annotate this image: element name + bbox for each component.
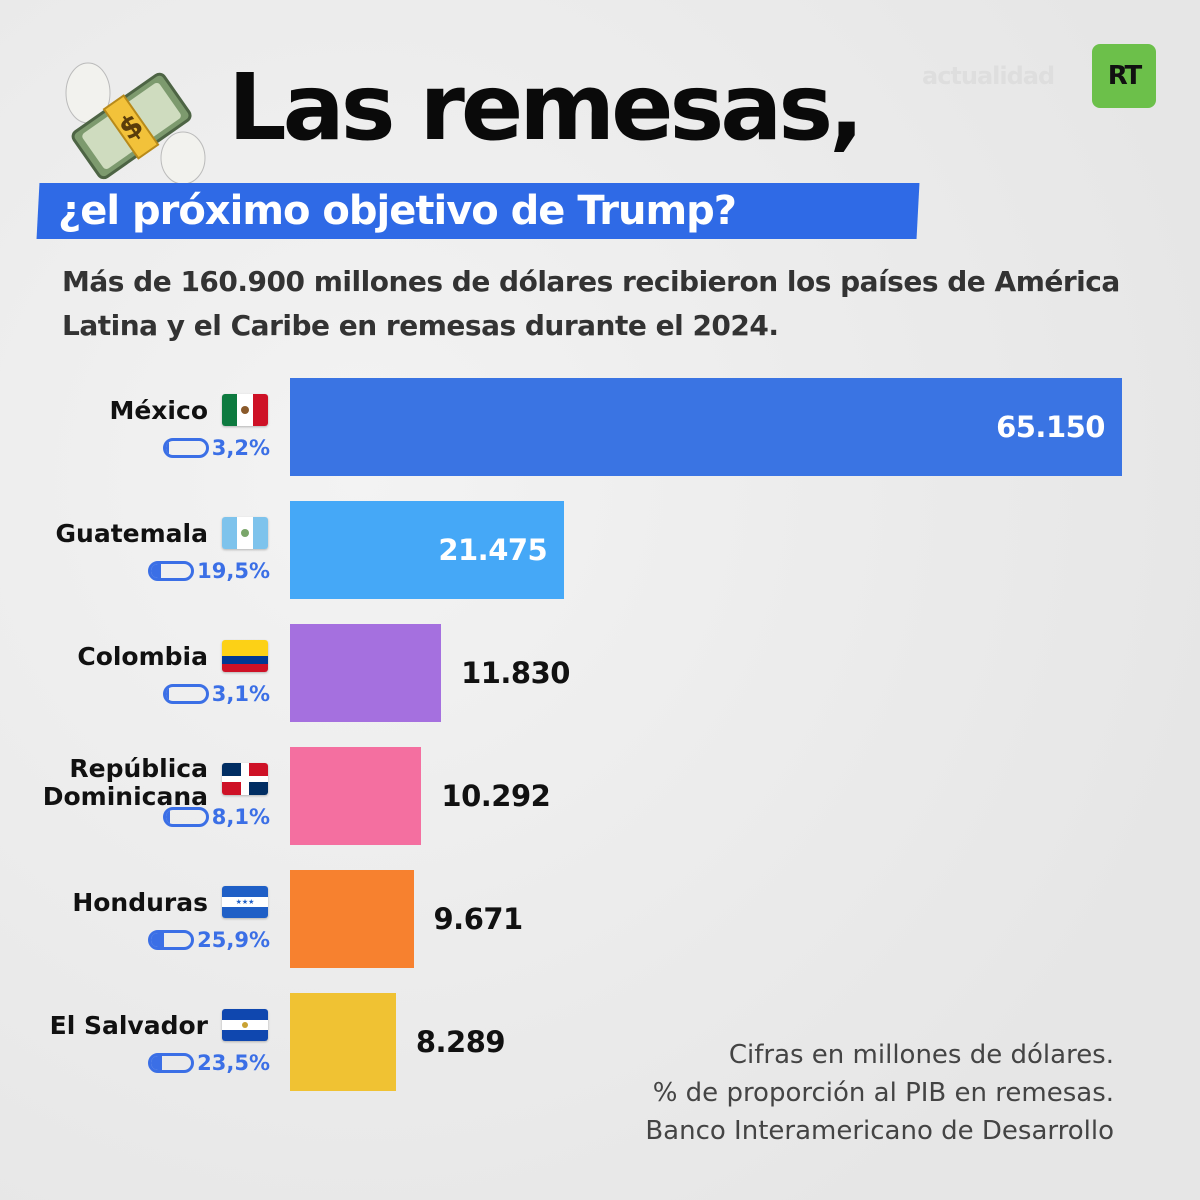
gdp-share: 25,9% — [148, 928, 270, 952]
gdp-share: 23,5% — [148, 1051, 270, 1075]
bar — [290, 870, 414, 968]
gdp-share: 8,1% — [162, 805, 270, 829]
dominican-republic-flag-icon — [222, 763, 268, 795]
bar — [290, 501, 565, 599]
note-gdp: % de proporción al PIB en remesas. — [652, 1078, 1114, 1108]
gdp-share-pill-icon — [148, 930, 195, 950]
value-label: 65.150 — [996, 410, 1105, 444]
note-source: Banco Interamericano de Desarrollo — [645, 1116, 1114, 1146]
value-label: 21.475 — [438, 533, 548, 567]
country-label: Colombia — [77, 642, 208, 671]
el-salvador-flag-icon — [222, 1009, 268, 1041]
logo-text: actualidad — [922, 62, 1055, 90]
gdp-share-label: 8,1% — [211, 805, 270, 829]
bar — [290, 378, 1122, 476]
gdp-share-label: 25,9% — [197, 928, 270, 952]
page-subtitle: ¿el próximo objetivo de Trump? — [58, 188, 737, 234]
gdp-share: 3,1% — [162, 682, 270, 706]
bar — [290, 624, 442, 722]
bar — [290, 747, 422, 845]
gdp-share-label: 23,5% — [197, 1051, 270, 1075]
gdp-share-pill-icon — [148, 1053, 195, 1073]
honduras-flag-icon: ★★★ — [222, 886, 268, 918]
gdp-share-pill-icon — [148, 561, 195, 581]
gdp-share-label: 3,2% — [211, 436, 270, 460]
gdp-share-pill-icon — [162, 438, 209, 458]
country-label: Honduras — [72, 888, 208, 917]
page-title: Las remesas, — [228, 54, 864, 161]
value-label: 11.830 — [461, 656, 570, 690]
country-label: El Salvador — [49, 1011, 208, 1040]
gdp-share-label: 3,1% — [211, 682, 270, 706]
value-label: 10.292 — [441, 779, 551, 813]
gdp-share: 3,2% — [162, 436, 270, 460]
footnotes: Cifras en millones de dólares. % de prop… — [645, 1036, 1114, 1150]
country-label: Guatemala — [55, 519, 208, 548]
gdp-share-pill-icon — [162, 684, 209, 704]
gdp-share-label: 19,5% — [197, 559, 270, 583]
note-units: Cifras en millones de dólares. — [728, 1040, 1114, 1070]
gdp-share: 19,5% — [148, 559, 270, 583]
intro-text: Más de 160.900 millones de dólares recib… — [62, 265, 1120, 342]
country-label: México — [109, 396, 208, 425]
bar — [290, 993, 396, 1091]
colombia-flag-icon — [222, 640, 268, 672]
guatemala-flag-icon — [222, 517, 268, 549]
mexico-flag-icon — [222, 394, 268, 426]
gdp-share-pill-icon — [162, 807, 209, 827]
flying-money-icon: $ — [65, 62, 206, 185]
rt-logo: RT — [1092, 44, 1156, 108]
value-label: 8.289 — [415, 1025, 506, 1059]
value-label: 9.671 — [433, 902, 524, 936]
country-label: República Dominicana — [42, 754, 208, 811]
